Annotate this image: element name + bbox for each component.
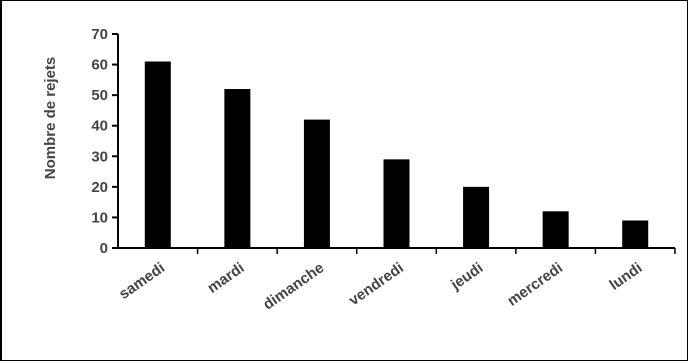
- y-tick-label: 30: [91, 148, 108, 165]
- y-tick-label: 10: [91, 209, 108, 226]
- bar-jeudi: [463, 186, 490, 248]
- x-category-label: dimanche: [260, 259, 327, 313]
- y-tick-label: 50: [91, 87, 108, 104]
- bar-dimanche: [303, 119, 330, 248]
- bar-samedi: [144, 61, 171, 249]
- x-category-label: samedi: [116, 259, 168, 303]
- y-tick-label: 60: [91, 57, 108, 74]
- x-category-label: vendredi: [346, 259, 407, 309]
- y-tick-label: 70: [91, 26, 108, 43]
- bar-mercredi: [542, 211, 569, 248]
- bars: [144, 61, 649, 249]
- y-axis-ticks: 0 10 20 30 40 50 60 70: [91, 26, 118, 257]
- x-axis-labels: samedi mardi dimanche vendredi jeudi mercredi…: [116, 248, 676, 313]
- y-axis-title: Nombre de rejets: [42, 57, 59, 180]
- y-tick-label: 40: [91, 118, 108, 135]
- x-category-label: mardi: [204, 259, 247, 296]
- x-category-label: mercredi: [504, 259, 566, 309]
- y-tick-label: 0: [100, 240, 108, 257]
- y-tick-label: 20: [91, 179, 108, 196]
- bar-mardi: [224, 89, 251, 249]
- bar-lundi: [622, 220, 649, 248]
- bar-vendredi: [383, 159, 410, 248]
- x-category-label: jeudi: [447, 259, 486, 294]
- x-category-label: lundi: [606, 259, 645, 293]
